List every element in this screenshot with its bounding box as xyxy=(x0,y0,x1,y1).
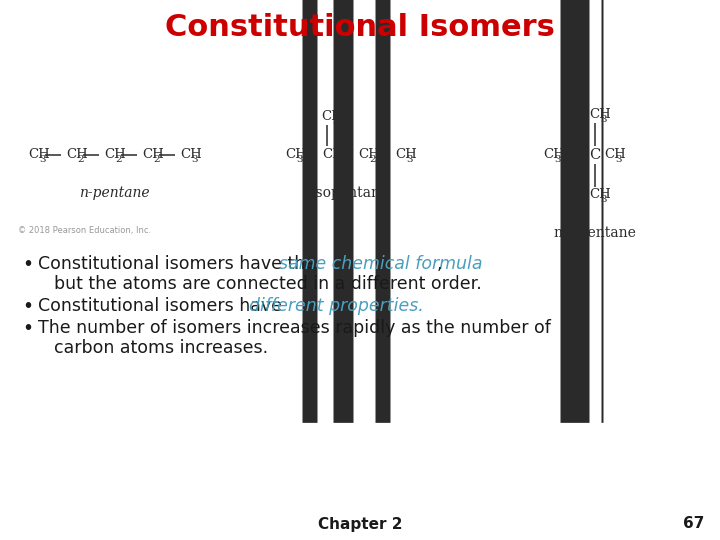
Text: CH: CH xyxy=(604,148,626,161)
Text: 3: 3 xyxy=(615,155,621,164)
Text: CH: CH xyxy=(28,148,50,161)
Text: 2: 2 xyxy=(153,155,160,164)
Text: 3: 3 xyxy=(39,155,45,164)
Text: CH: CH xyxy=(66,148,88,161)
Text: CH: CH xyxy=(142,148,163,161)
Text: •: • xyxy=(22,254,34,273)
Text: 2: 2 xyxy=(369,155,376,164)
Text: CH: CH xyxy=(322,148,343,161)
Text: CH: CH xyxy=(589,109,611,122)
Text: •: • xyxy=(22,296,34,315)
Text: different properties.: different properties. xyxy=(248,297,423,315)
Text: Chapter 2: Chapter 2 xyxy=(318,516,402,531)
Text: carbon atoms increases.: carbon atoms increases. xyxy=(54,339,268,357)
Text: 3: 3 xyxy=(406,155,413,164)
Text: 3: 3 xyxy=(600,195,607,204)
Text: but the atoms are connected in a different order.: but the atoms are connected in a differe… xyxy=(54,275,482,293)
Text: isopentane: isopentane xyxy=(311,186,389,200)
Text: 67: 67 xyxy=(683,516,705,531)
Text: CH: CH xyxy=(589,188,611,201)
Text: CH: CH xyxy=(180,148,202,161)
Text: neopentane: neopentane xyxy=(554,226,636,240)
Text: Constitutional isomers have: Constitutional isomers have xyxy=(38,297,287,315)
Text: The number of isomers increases rapidly as the number of: The number of isomers increases rapidly … xyxy=(38,319,551,337)
Text: © 2018 Pearson Education, Inc.: © 2018 Pearson Education, Inc. xyxy=(18,226,151,234)
Text: 3: 3 xyxy=(296,155,302,164)
Text: C: C xyxy=(590,148,600,162)
Text: 2: 2 xyxy=(115,155,122,164)
Text: •: • xyxy=(22,319,34,338)
Text: 3: 3 xyxy=(600,115,607,124)
Text: CH: CH xyxy=(285,148,307,161)
Text: 2: 2 xyxy=(77,155,84,164)
Text: 3: 3 xyxy=(192,155,198,164)
Text: Constitutional Isomers: Constitutional Isomers xyxy=(165,14,555,43)
Text: 3: 3 xyxy=(554,155,561,164)
Text: Constitutional isomers have the: Constitutional isomers have the xyxy=(38,255,322,273)
Text: CH: CH xyxy=(395,148,417,161)
Text: same chemical formula: same chemical formula xyxy=(279,255,482,273)
Text: CH: CH xyxy=(104,148,126,161)
Text: CH: CH xyxy=(321,111,343,124)
Text: n-pentane: n-pentane xyxy=(78,186,149,200)
Text: ,: , xyxy=(437,255,442,273)
Text: 3: 3 xyxy=(332,117,339,126)
Text: CH: CH xyxy=(543,148,564,161)
Text: CH: CH xyxy=(358,148,379,161)
